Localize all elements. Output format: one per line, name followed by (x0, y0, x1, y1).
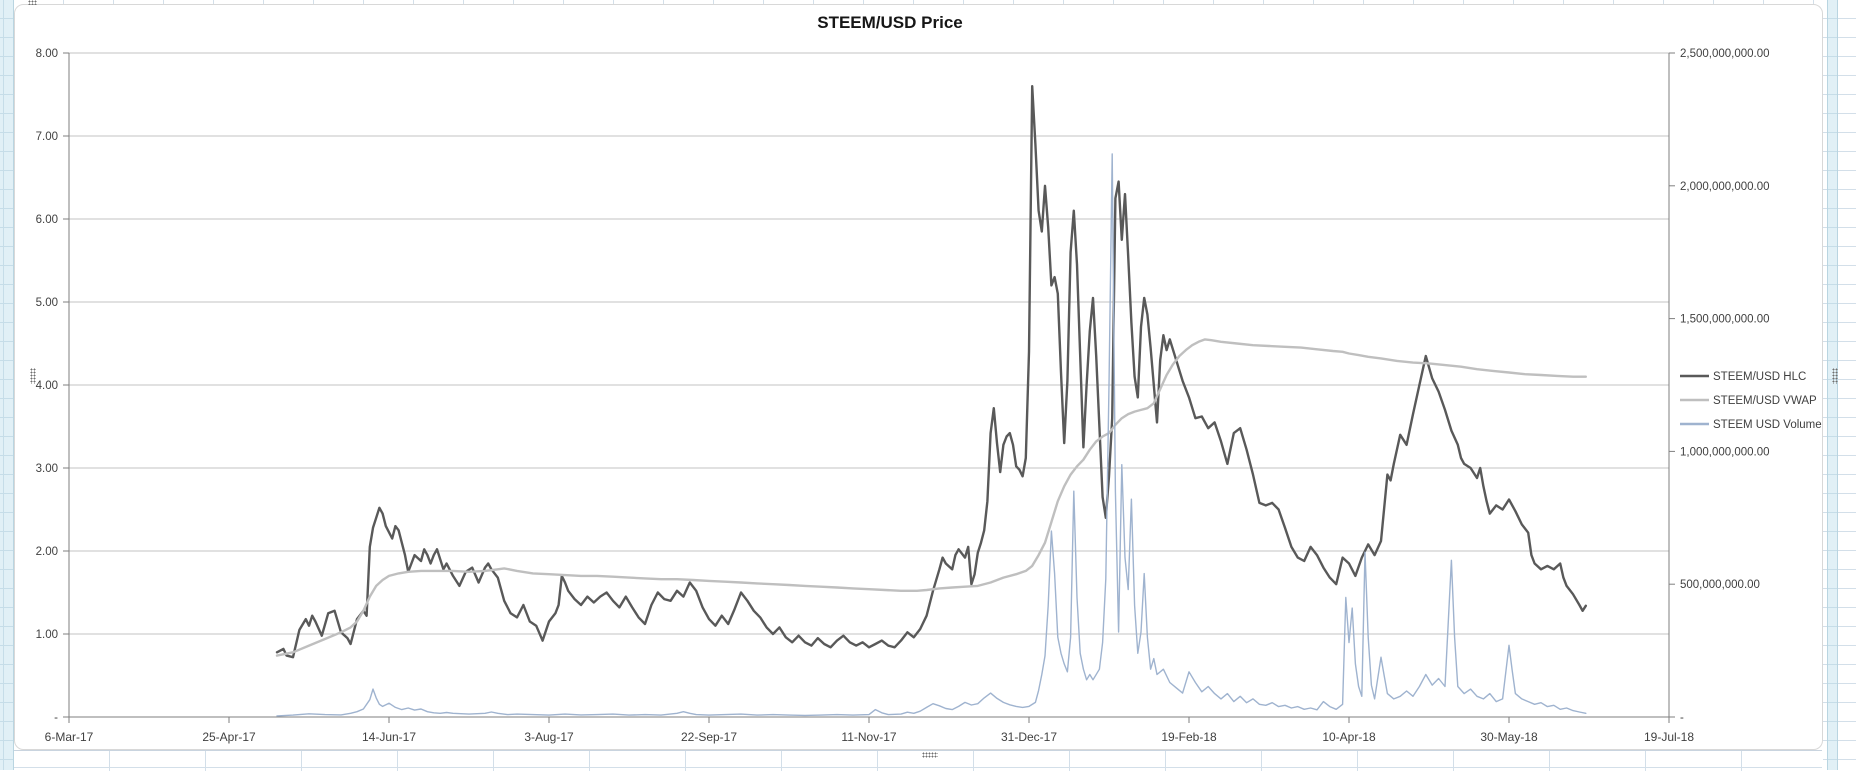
data-series[interactable] (275, 84, 1588, 717)
y-axis-label-right: 1,500,000,000.00 (1680, 314, 1770, 326)
y-axis-label-left: 5.00 (36, 297, 58, 309)
sheet-tinted-column[interactable] (1827, 0, 1838, 770)
y-axis-label-right: 2,000,000,000.00 (1680, 181, 1770, 193)
sheet-cells-left[interactable] (0, 0, 14, 770)
sheet-cells-bottom[interactable] (14, 750, 1822, 771)
x-axis-label: 19-Feb-18 (1161, 730, 1217, 744)
selection-handle-left[interactable] (30, 368, 36, 384)
y-axis-label-left: 8.00 (36, 48, 58, 60)
y-axis-label-left: 1.00 (36, 629, 58, 641)
series-line-steem-usd-hlc[interactable] (275, 84, 1588, 659)
y-axis-label-left: 2.00 (36, 546, 58, 558)
x-axis-label: 30-May-18 (1480, 730, 1538, 744)
legend-label: STEEM USD Volume (1713, 419, 1822, 431)
selection-handle-bottom[interactable] (922, 752, 938, 758)
y-axis-label-left: 7.00 (36, 131, 58, 143)
series-line-steem-usd-vwap[interactable] (275, 338, 1588, 657)
sheet-cells-top[interactable] (14, 0, 1822, 4)
x-axis-label: 19-Jul-18 (1644, 730, 1694, 744)
y-axis-label-left: 3.00 (36, 463, 58, 475)
selection-handle-right[interactable] (1832, 368, 1838, 384)
y-axis-label-left: - (54, 712, 58, 724)
y-axis-label-right: 2,500,000,000.00 (1680, 48, 1770, 60)
x-axis-label: 10-Apr-18 (1322, 730, 1376, 744)
series-line-steem-usd-volume[interactable] (276, 153, 1587, 717)
y-axis-label-right: 500,000,000.00 (1680, 579, 1760, 591)
legend-item-steem-usd-volume[interactable]: STEEM USD Volume (1680, 419, 1822, 431)
x-axis-label: 25-Apr-17 (202, 730, 256, 744)
x-axis-label: 22-Sep-17 (681, 730, 737, 744)
x-axis-label: 14-Jun-17 (362, 730, 416, 744)
legend-item-steem-usd-hlc[interactable]: STEEM/USD HLC (1680, 371, 1806, 383)
y-axis-label-left: 4.00 (36, 380, 58, 392)
x-axis-label: 3-Aug-17 (524, 730, 574, 744)
plot-axes (63, 52, 1675, 723)
plot-gridlines (69, 52, 1669, 718)
legend-item-steem-usd-vwap[interactable]: STEEM/USD VWAP (1680, 395, 1817, 407)
y-axis-label-right: 1,000,000,000.00 (1680, 446, 1770, 458)
chart-title: STEEM/USD Price (817, 13, 963, 32)
selection-handle-top-fragment[interactable] (28, 0, 37, 5)
x-axis-label: 11-Nov-17 (841, 730, 896, 744)
x-axis-label: 31-Dec-17 (1001, 730, 1057, 744)
legend-label: STEEM/USD VWAP (1713, 395, 1817, 407)
y-axis-label-right: - (1680, 712, 1684, 724)
legend-label: STEEM/USD HLC (1713, 371, 1806, 383)
x-axis-label: 6-Mar-17 (45, 730, 94, 744)
axis-labels: 8.00 7.00 6.00 5.00 4.00 3.00 2.00 1.00 - 2,500,0… (36, 48, 1770, 744)
legend[interactable]: STEEM/USD HLC STEEM/USD VWAP STEEM USD Vol… (1680, 371, 1822, 431)
chart-frame[interactable] (14, 4, 1823, 750)
y-axis-label-left: 6.00 (36, 214, 58, 226)
